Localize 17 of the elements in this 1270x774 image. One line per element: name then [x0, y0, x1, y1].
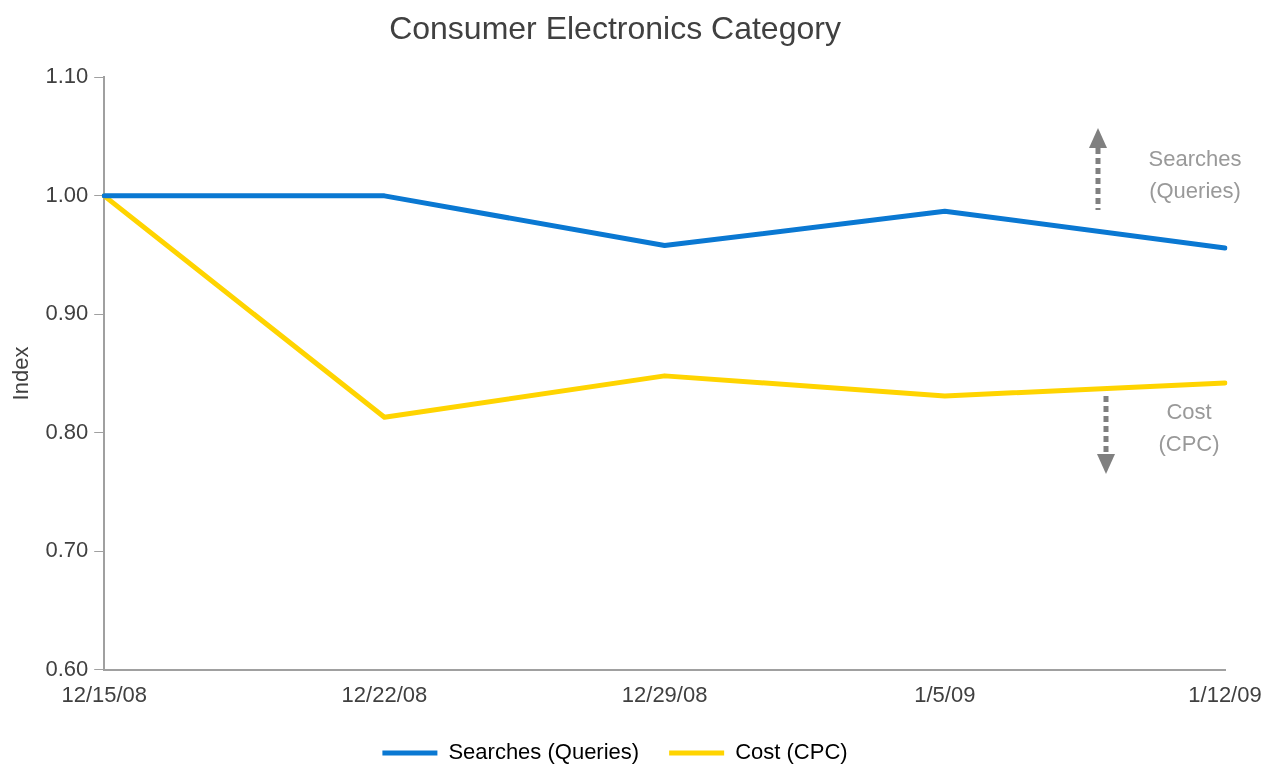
y-axis-title: Index — [8, 346, 34, 401]
x-tick-label: 12/15/08 — [61, 681, 148, 707]
y-tick-label: 0.70 — [45, 537, 89, 563]
y-tick-label: 0.90 — [45, 300, 89, 326]
x-tick-label: 1/5/09 — [914, 681, 976, 707]
y-tick-label: 1.00 — [45, 181, 89, 207]
legend-label: Cost (CPC) — [735, 739, 848, 765]
y-tick-label: 0.80 — [45, 418, 89, 444]
x-tick-label: 12/29/08 — [621, 681, 708, 707]
x-tick-label: 12/22/08 — [341, 681, 428, 707]
chart-title: Consumer Electronics Category — [389, 10, 841, 47]
annotation: Cost (CPC) — [1158, 399, 1220, 457]
x-tick-label: 1/12/09 — [1188, 681, 1262, 707]
y-tick-label: 1.10 — [45, 63, 89, 89]
annotation: Searches (Queries) — [1148, 146, 1242, 204]
legend-label: Searches (Queries) — [448, 739, 640, 765]
y-tick-label: 0.60 — [45, 655, 89, 681]
